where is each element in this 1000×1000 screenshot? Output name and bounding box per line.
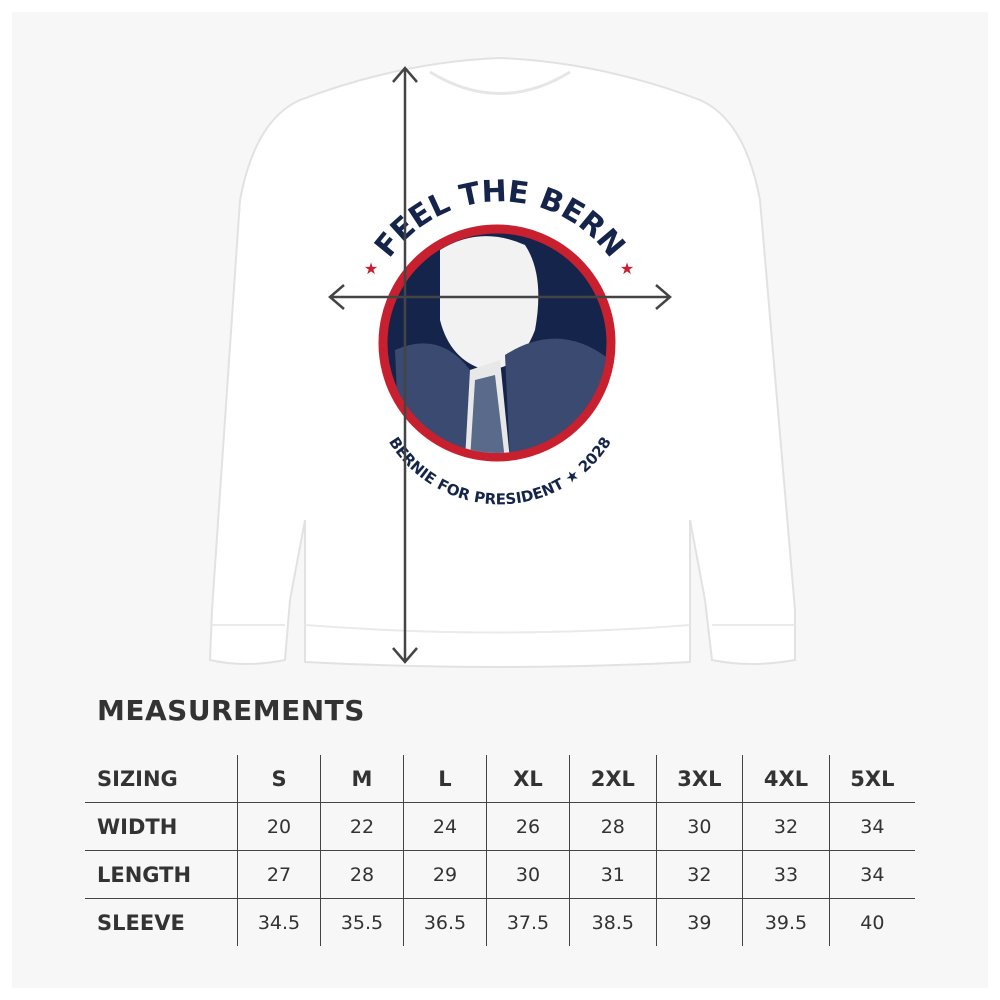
cell: 32 [655, 850, 743, 899]
table-row: SLEEVE 34.5 35.5 36.5 37.5 38.5 39 39.5 … [85, 898, 915, 946]
cell: 29 [403, 850, 487, 899]
size-header: S [237, 755, 321, 803]
size-header: 3XL [655, 755, 743, 803]
size-header: 2XL [569, 755, 657, 803]
cell: 35.5 [320, 898, 404, 946]
cell: 38.5 [569, 898, 657, 946]
cell: 39.5 [742, 898, 830, 946]
cell: 26 [486, 802, 570, 851]
cell: 28 [569, 802, 657, 851]
cell: 28 [320, 850, 404, 899]
length-arrow [392, 66, 418, 664]
cell: 27 [237, 850, 321, 899]
cell: 36.5 [403, 898, 487, 946]
size-header: 5XL [828, 755, 915, 803]
cell: 34 [828, 850, 915, 899]
cell: 40 [828, 898, 915, 946]
cell: 34.5 [237, 898, 321, 946]
size-header: XL [486, 755, 570, 803]
measurements-title: MEASUREMENTS [97, 694, 365, 727]
table-row: LENGTH 27 28 29 30 31 32 33 34 [85, 850, 915, 899]
cell: 33 [742, 850, 830, 899]
size-header: L [403, 755, 487, 803]
size-header: M [320, 755, 404, 803]
table-header-row: SIZING S M L XL 2XL 3XL 4XL 5XL [85, 755, 915, 803]
cell: 34 [828, 802, 915, 851]
cell: 31 [569, 850, 657, 899]
size-header: 4XL [742, 755, 830, 803]
row-label: LENGTH [85, 850, 238, 899]
measure-arrows [328, 66, 672, 664]
star-icon: ★ [620, 259, 634, 278]
table-row: WIDTH 20 22 24 26 28 30 32 34 [85, 802, 915, 851]
size-table: SIZING S M L XL 2XL 3XL 4XL 5XL WIDTH 20… [85, 755, 915, 946]
star-icon: ★ [364, 259, 378, 278]
row-label: SLEEVE [85, 898, 238, 946]
cell: 37.5 [486, 898, 570, 946]
portrait-illustration [395, 236, 607, 453]
cell: 30 [486, 850, 570, 899]
cell: 30 [655, 802, 743, 851]
cell: 32 [742, 802, 830, 851]
row-label: WIDTH [85, 802, 238, 851]
cell: 22 [320, 802, 404, 851]
cell: 24 [403, 802, 487, 851]
width-arrow [328, 284, 672, 310]
header-label: SIZING [97, 766, 178, 791]
cell: 20 [237, 802, 321, 851]
cell: 39 [655, 898, 743, 946]
